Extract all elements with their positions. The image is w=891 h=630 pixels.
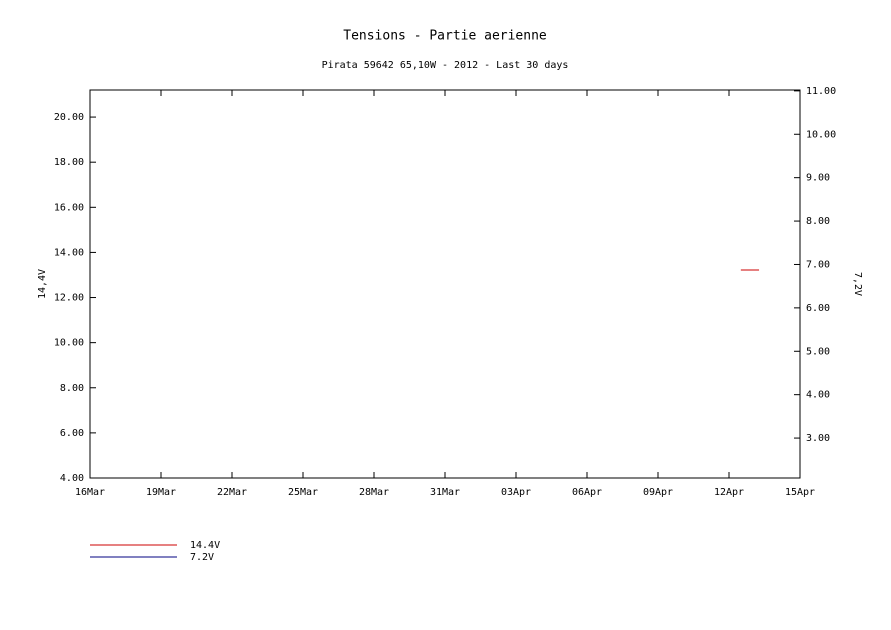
y-tick-label: 20.00 <box>54 112 84 123</box>
y2-tick-label: 4.00 <box>806 390 830 401</box>
x-tick-label: 31Mar <box>430 487 460 498</box>
x-tick-label: 22Mar <box>217 487 247 498</box>
plot-frame <box>89 89 801 479</box>
y-tick-label: 10.00 <box>54 338 84 349</box>
y2-axis-label: 7,2V <box>852 272 863 296</box>
y2-tick-label: 7.00 <box>806 259 830 270</box>
x-tick-label: 09Apr <box>643 487 673 498</box>
y2-tick-label: 11.00 <box>806 86 836 97</box>
x-tick-label: 15Apr <box>785 487 815 498</box>
y2-tick-label: 9.00 <box>806 173 830 184</box>
x-tick-label: 16Mar <box>75 487 105 498</box>
x-tick-label: 03Apr <box>501 487 531 498</box>
x-tick-label: 12Apr <box>714 487 744 498</box>
y-tick-label: 4.00 <box>60 473 84 484</box>
x-tick-label: 06Apr <box>572 487 602 498</box>
y-tick-label: 14.00 <box>54 247 84 258</box>
x-tick-label: 19Mar <box>146 487 176 498</box>
chart-subtitle: Pirata 59642 65,10W - 2012 - Last 30 day… <box>322 60 569 71</box>
y-tick-label: 12.00 <box>54 293 84 304</box>
x-tick-label: 28Mar <box>359 487 389 498</box>
y2-tick-label: 6.00 <box>806 303 830 314</box>
y2-tick-label: 5.00 <box>806 346 830 357</box>
chart-title: Tensions - Partie aerienne <box>343 29 547 44</box>
x-tick-label: 25Mar <box>288 487 318 498</box>
y2-tick-label: 8.00 <box>806 216 830 227</box>
y2-tick-label: 3.00 <box>806 433 830 444</box>
y-tick-label: 18.00 <box>54 157 84 168</box>
legend-label: 14.4V <box>190 540 220 551</box>
y-tick-label: 8.00 <box>60 383 84 394</box>
y-tick-label: 6.00 <box>60 428 84 439</box>
y-axis-label: 14,4V <box>37 269 48 299</box>
legend-label: 7.2V <box>190 552 214 563</box>
y-tick-label: 16.00 <box>54 202 84 213</box>
y2-tick-label: 10.00 <box>806 129 836 140</box>
